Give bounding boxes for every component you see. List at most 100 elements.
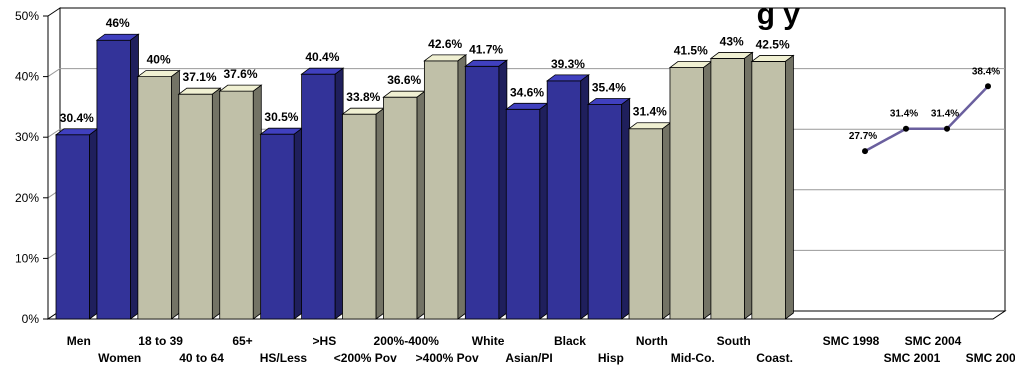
- bar-side: [375, 107, 385, 320]
- bar-front: [505, 108, 541, 320]
- bar-value-label: 33.8%: [346, 90, 380, 104]
- x-category-label: Men: [67, 334, 91, 348]
- bar-front: [219, 90, 254, 320]
- bar-value-label: 46%: [106, 16, 130, 30]
- bar-front: [423, 60, 459, 320]
- x-category-label: 65+: [232, 334, 252, 348]
- trend-point: [944, 125, 950, 132]
- bar-front: [464, 65, 500, 320]
- y-tick-label: 40%: [15, 70, 39, 84]
- y-tick-label: 10%: [15, 251, 39, 265]
- bar-side: [252, 84, 262, 320]
- bar-front: [96, 39, 131, 320]
- bar: [545, 74, 590, 320]
- bar-side: [744, 51, 753, 320]
- bar-value-label: 41.7%: [469, 42, 503, 56]
- bar-side: [662, 121, 672, 320]
- bar-side: [580, 74, 590, 320]
- bar: [709, 51, 754, 320]
- x-category-label: Hisp: [598, 351, 624, 365]
- x-category-label: Coast.: [756, 351, 793, 365]
- bar: [750, 54, 795, 320]
- x-category-label: Women: [98, 351, 141, 365]
- bar: [627, 121, 672, 320]
- bar: [54, 127, 99, 320]
- bar: [423, 54, 468, 320]
- bar-side: [211, 87, 221, 320]
- bar: [505, 102, 550, 320]
- x-category-label: SMC 2001: [884, 351, 941, 365]
- bar-front: [751, 61, 786, 320]
- y-tick-label: 30%: [15, 130, 39, 144]
- bar-front: [301, 73, 336, 320]
- x-category-label: Black: [554, 334, 586, 348]
- bar-side: [293, 127, 303, 320]
- bar-value-label: 40%: [147, 53, 171, 67]
- bar-side: [334, 67, 344, 320]
- bar-side: [539, 102, 549, 320]
- bar-side: [416, 90, 426, 320]
- bar-value-label: 36.6%: [387, 73, 421, 87]
- bar-value-label: 40.4%: [305, 50, 339, 64]
- bar-value-label: 43%: [720, 34, 744, 48]
- y-tick-label: 0%: [22, 312, 40, 326]
- x-category-label: White: [472, 334, 505, 348]
- bar-value-label: 42.6%: [428, 37, 462, 51]
- bar-front: [669, 67, 704, 320]
- x-category-label: Mid-Co.: [671, 351, 715, 365]
- trend-point: [903, 125, 909, 132]
- bar: [586, 97, 631, 320]
- x-category-label: 40 to 64: [179, 351, 224, 365]
- trend-value-label: 31.4%: [890, 109, 918, 120]
- bar-front: [178, 93, 213, 320]
- x-category-label: North: [636, 334, 668, 348]
- bar: [668, 60, 713, 320]
- x-category-label: >HS: [313, 334, 337, 348]
- bar-front: [55, 134, 90, 320]
- trend-value-label: 38.4%: [972, 66, 1000, 77]
- bar-value-label: 37.1%: [183, 70, 217, 84]
- bar-side: [457, 54, 467, 320]
- bar-value-label: 34.6%: [510, 85, 544, 99]
- x-axis-categories: Men Women 18 to 39 40 to 64 65+ HS/Less >HS <20…: [67, 334, 793, 365]
- bar-side: [784, 54, 794, 320]
- bar-value-label: 39.3%: [551, 57, 585, 71]
- bar-side: [621, 97, 631, 320]
- x-category-label: SMC 1998: [823, 334, 880, 348]
- bar: [382, 90, 427, 320]
- bar-value-label: 42.5%: [756, 37, 790, 51]
- bar: [95, 33, 140, 320]
- bar-front: [546, 80, 582, 320]
- bar: [259, 127, 304, 320]
- trend-point: [985, 83, 991, 90]
- bar: [218, 84, 263, 320]
- trend-line: [864, 85, 989, 153]
- bar-front: [383, 96, 418, 320]
- bar-side: [171, 69, 180, 320]
- bar-value-label: 30.5%: [264, 110, 298, 124]
- bar-front: [342, 113, 377, 320]
- bar: [300, 67, 345, 320]
- x-category-label: 200%-400%: [374, 334, 440, 348]
- x-category-label: >400% Pov: [416, 351, 479, 365]
- x-category-label: <200% Pov: [334, 351, 397, 365]
- bar: [464, 59, 509, 320]
- x-category-label: HS/Less: [260, 351, 308, 365]
- line-series: 27.7% SMC 1998 31.4% SMC 2001 31.4% SMC 2004 3…: [823, 66, 1015, 365]
- bar-front: [710, 58, 745, 320]
- chart-title: g y: [757, 0, 801, 31]
- bar: [341, 107, 386, 320]
- bar-side: [498, 59, 508, 320]
- trend-value-label: 27.7%: [849, 131, 877, 142]
- bar: [136, 69, 181, 320]
- trend-value-label: 31.4%: [931, 109, 959, 120]
- y-tick-label: 50%: [15, 9, 39, 23]
- bar-side: [703, 60, 712, 320]
- bar-value-label: 37.6%: [223, 67, 257, 81]
- y-tick-label: 20%: [15, 191, 39, 205]
- bar-front: [628, 128, 664, 320]
- x-category-label: Asian/PI: [505, 351, 552, 365]
- bar-value-label: 41.5%: [674, 44, 708, 58]
- x-category-label: South: [717, 334, 751, 348]
